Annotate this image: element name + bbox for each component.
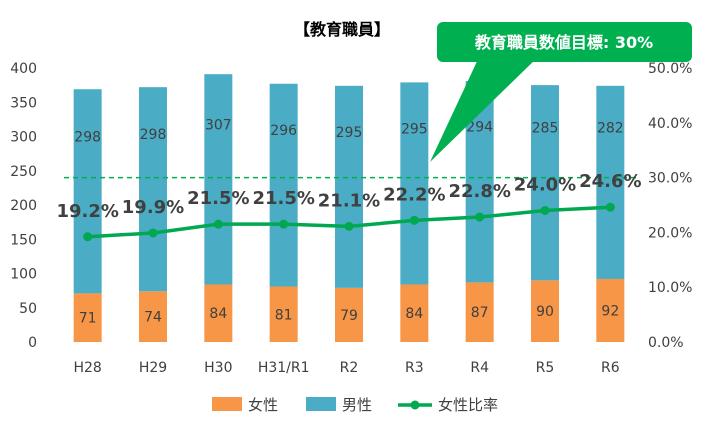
left-tick-8: 400	[10, 61, 37, 77]
bars-layer	[73, 74, 625, 342]
bar-female-3	[269, 286, 298, 342]
label-female-7: 90	[536, 304, 554, 320]
label-female-2: 84	[209, 306, 227, 322]
label-female-8: 92	[601, 303, 619, 319]
ratio-label-4: 21.1%	[318, 190, 380, 211]
left-tick-7: 350	[10, 95, 37, 111]
left-tick-5: 250	[10, 164, 37, 180]
left-tick-6: 300	[10, 130, 37, 146]
label-male-5: 295	[401, 121, 428, 137]
right-tick-0: 0.0%	[648, 335, 684, 351]
ratio-label-5: 22.2%	[383, 184, 445, 205]
legend-swatch-male	[306, 397, 336, 411]
x-tick-2: H30	[204, 360, 232, 376]
ratio-point-7	[540, 205, 550, 215]
ratio-point-8	[605, 202, 615, 212]
ratio-point-4	[344, 221, 354, 231]
bar-male-2	[204, 74, 233, 285]
ratio-point-0	[83, 232, 93, 242]
callout-label: 教育職員数値目標: 30%	[475, 33, 653, 52]
x-axis-ticks: H28 H29 H30 H31/R1 R2 R3 R4 R5 R6	[73, 360, 619, 376]
legend: 女性 男性 女性比率	[212, 396, 498, 414]
left-tick-4: 200	[10, 198, 37, 214]
ratio-point-6	[475, 212, 485, 222]
ratio-label-2: 21.5%	[187, 188, 249, 209]
legend-swatch-female	[212, 397, 242, 411]
legend-label-male: 男性	[342, 396, 372, 414]
right-tick-2: 20.0%	[648, 225, 692, 241]
ratio-line-layer: 19.2% 19.9% 21.5% 21.5% 21.1% 22.2% 22.8% 24.0%…	[56, 171, 642, 242]
label-female-0: 71	[79, 311, 97, 327]
right-tick-3: 30.0%	[648, 171, 692, 187]
x-tick-5: R3	[405, 360, 424, 376]
ratio-point-2	[213, 219, 223, 229]
bar-male-7	[531, 85, 559, 281]
bar-female-5	[400, 284, 429, 342]
left-axis-ticks: 0 50 100 150 200 250 300 350 400	[10, 61, 37, 351]
x-tick-8: R6	[601, 360, 620, 376]
label-male-6: 294	[466, 120, 493, 136]
label-male-2: 307	[205, 117, 232, 133]
bar-female-0	[73, 293, 102, 342]
label-male-3: 296	[270, 123, 297, 139]
legend-label-ratio: 女性比率	[438, 396, 498, 414]
right-tick-1: 10.0%	[648, 280, 692, 296]
bar-female-4	[335, 287, 363, 342]
segment-labels-layer: 71 298 74 298 84 307 81 296 79 295 84 295 87 294 90 285…	[74, 117, 623, 326]
x-tick-7: R5	[536, 360, 555, 376]
left-tick-3: 150	[10, 232, 37, 248]
ratio-point-1	[148, 228, 158, 238]
label-male-7: 285	[532, 121, 559, 137]
bar-male-1	[139, 87, 167, 292]
x-tick-3: H31/R1	[258, 360, 310, 376]
ratio-label-1: 19.9%	[122, 197, 184, 218]
label-female-5: 84	[405, 306, 423, 322]
bar-female-1	[139, 291, 167, 342]
label-female-1: 74	[144, 310, 162, 326]
left-tick-2: 100	[10, 267, 37, 283]
ratio-label-3: 21.5%	[252, 188, 314, 209]
ratio-label-0: 19.2%	[56, 201, 118, 222]
chart-title: 【教育職員】	[294, 20, 390, 39]
bar-male-8	[596, 85, 625, 279]
label-female-6: 87	[471, 305, 489, 321]
label-male-1: 298	[140, 127, 167, 143]
bar-female-7	[531, 280, 559, 342]
bar-female-6	[465, 282, 494, 342]
label-male-8: 282	[597, 120, 624, 136]
x-tick-1: H29	[139, 360, 167, 376]
x-tick-4: R2	[340, 360, 359, 376]
bar-female-8	[596, 278, 625, 342]
label-male-0: 298	[74, 129, 101, 145]
ratio-point-5	[409, 215, 419, 225]
x-tick-0: H28	[73, 360, 101, 376]
label-female-3: 81	[275, 307, 293, 323]
ratio-label-7: 24.0%	[514, 174, 576, 195]
bar-male-0	[73, 89, 102, 294]
right-tick-5: 50.0%	[648, 61, 692, 77]
bar-male-4	[335, 85, 363, 288]
bar-male-5	[400, 82, 429, 285]
callout-pointer	[430, 55, 540, 162]
legend-label-female: 女性	[248, 396, 278, 414]
ratio-point-3	[279, 219, 289, 229]
label-male-4: 295	[336, 125, 363, 141]
bar-male-3	[269, 83, 298, 287]
x-tick-6: R4	[470, 360, 489, 376]
target-callout: 教育職員数値目標: 30%	[430, 22, 692, 162]
left-tick-1: 50	[19, 301, 37, 317]
legend-marker-ratio	[410, 400, 420, 410]
right-axis-ticks: 0.0% 10.0% 20.0% 30.0% 40.0% 50.0%	[648, 61, 692, 351]
left-tick-0: 0	[28, 335, 37, 351]
right-tick-4: 40.0%	[648, 116, 692, 132]
ratio-label-6: 22.8%	[448, 181, 510, 202]
callout-box	[437, 22, 692, 62]
bar-female-2	[204, 284, 233, 342]
ratio-label-8: 24.6%	[579, 171, 641, 192]
label-female-4: 79	[340, 308, 358, 324]
